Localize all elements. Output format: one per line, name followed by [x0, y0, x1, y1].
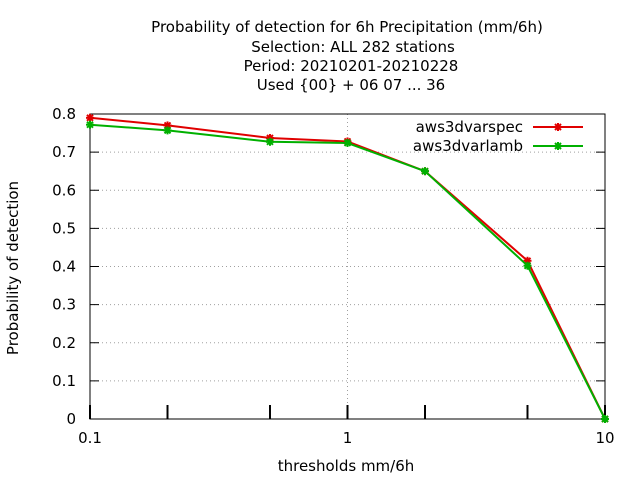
data-point [163, 126, 172, 135]
y-tick-label: 0.1 [52, 372, 76, 390]
chart-title: Probability of detection for 6h Precipit… [151, 18, 543, 94]
y-tick-label: 0.4 [52, 258, 76, 276]
data-point [421, 167, 430, 176]
data-point [523, 261, 532, 270]
data-point [86, 113, 94, 122]
y-tick-label: 0.6 [52, 181, 76, 199]
data-point [265, 137, 274, 146]
marker-d2 [554, 123, 562, 131]
x-axis-label: thresholds mm/6h [278, 457, 415, 475]
legend-marker [554, 142, 562, 150]
data-point [601, 415, 609, 423]
marker-d2 [601, 415, 609, 423]
y-tick-label: 0 [66, 410, 76, 428]
y-axis-label: Probability of detection [4, 181, 22, 355]
title-line-4: Used {00} + 06 07 ... 36 [257, 76, 445, 94]
marker-d2 [86, 114, 94, 122]
title-line-1: Probability of detection for 6h Precipit… [151, 18, 543, 36]
legend-label: aws3dvarlamb [413, 137, 523, 155]
data-point [86, 120, 94, 129]
title-line-2: Selection: ALL 282 stations [251, 38, 455, 56]
x-tick-label: 1 [343, 429, 353, 447]
marker-d2 [163, 126, 172, 135]
marker-d2 [343, 139, 352, 147]
y-tick-label: 0.8 [52, 105, 76, 123]
y-tick-label: 0.5 [52, 219, 76, 237]
marker-d2 [523, 262, 532, 270]
data-series [86, 113, 609, 423]
series-aws3dvarlamb [86, 120, 609, 423]
y-tick-label: 0.7 [52, 143, 76, 161]
marker-d2 [86, 120, 94, 129]
axis-tick-labels: 00.10.20.30.40.50.60.70.80.1 1 10 [52, 105, 614, 447]
x-tick-label: 0.1 [78, 429, 102, 447]
data-point [343, 138, 352, 147]
marker-d2 [266, 138, 274, 146]
legend-label: aws3dvarspec [416, 118, 523, 136]
y-tick-label: 0.3 [52, 296, 76, 314]
grid-lines [90, 114, 605, 419]
y-tick-label: 0.2 [52, 334, 76, 352]
x-tick-label: 10 [595, 429, 614, 447]
title-line-3: Period: 20210201-20210228 [244, 57, 459, 75]
marker-d2 [421, 167, 429, 175]
marker-d2 [554, 142, 562, 150]
legend-marker [554, 123, 562, 131]
plot-frame [89, 113, 606, 420]
